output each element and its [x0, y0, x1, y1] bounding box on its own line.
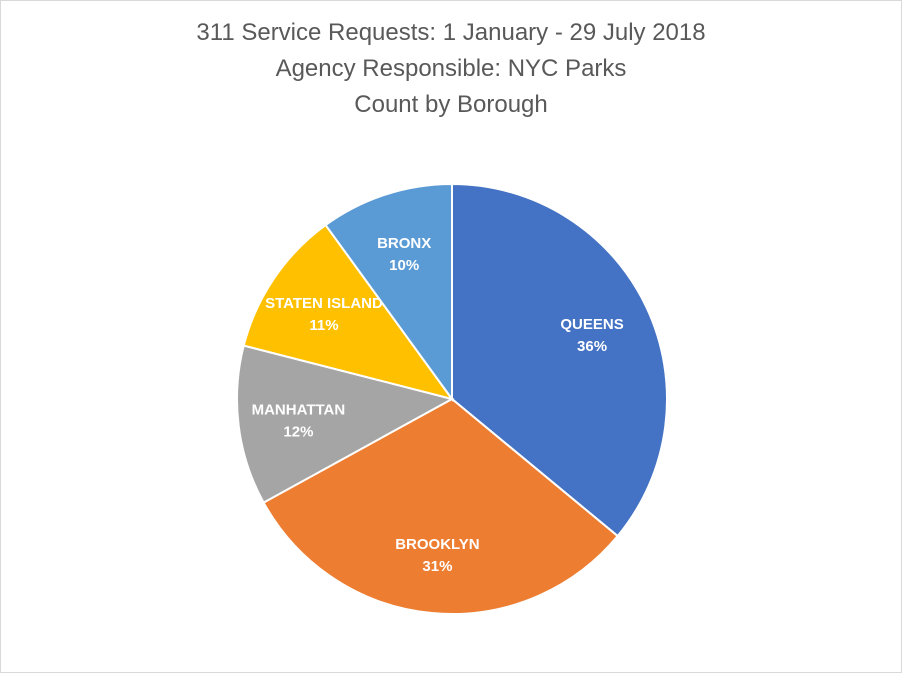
slice-value-manhattan: 12%: [283, 423, 313, 440]
chart-title-line-1: 311 Service Requests: 1 January - 29 Jul…: [196, 19, 706, 46]
pie-slice-brooklyn: [262, 397, 620, 615]
slice-label-queens: QUEENS: [560, 316, 623, 333]
slice-value-brooklyn: 31%: [422, 558, 452, 575]
slice-value-bronx: 10%: [389, 257, 419, 274]
pie-slice-manhattan: [236, 344, 455, 504]
chart-title-line-3: Count by Borough: [354, 91, 548, 118]
slice-label-brooklyn: BROOKLYN: [395, 536, 479, 553]
slice-label-staten-island: STATEN ISLAND: [265, 295, 383, 312]
slice-label-manhattan: MANHATTAN: [252, 401, 346, 418]
pie-slice-bronx: [324, 182, 453, 403]
pie-slice-queens: [451, 182, 668, 538]
slice-value-queens: 36%: [577, 338, 607, 355]
slice-label-bronx: BRONX: [377, 235, 431, 252]
chart-title: 311 Service Requests: 1 January - 29 Jul…: [1, 15, 901, 123]
pie-slice-staten-island: [242, 223, 455, 401]
slice-value-staten-island: 11%: [309, 317, 338, 334]
chart-title-line-2: Agency Responsible: NYC Parks: [275, 55, 627, 82]
